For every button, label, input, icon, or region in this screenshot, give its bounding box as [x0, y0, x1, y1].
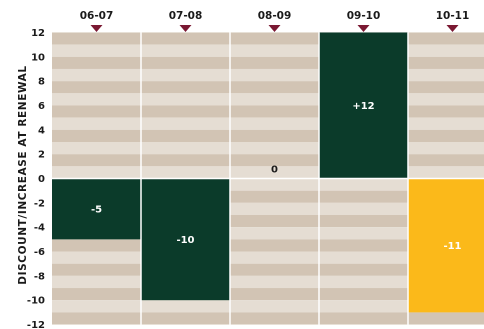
- data-labels: -5 -10 0 +12 -11: [91, 101, 462, 252]
- background-band: [52, 93, 484, 106]
- background-band: [52, 312, 484, 325]
- category-label: 06-07: [80, 10, 114, 22]
- y-tick-label: -10: [27, 296, 45, 307]
- bar-06-07: [52, 178, 141, 240]
- y-tick-label: 12: [31, 28, 45, 39]
- category-marker-icon: [357, 25, 370, 32]
- y-tick-label: -12: [27, 320, 45, 329]
- category-marker-icon: [268, 25, 281, 32]
- data-label: +12: [352, 101, 374, 112]
- y-tick-label: 8: [38, 77, 45, 88]
- y-tick-label: -6: [34, 247, 45, 258]
- category-marker-icon: [446, 25, 459, 32]
- background-band: [52, 117, 484, 130]
- bar-07-08: [141, 178, 230, 301]
- data-label: -11: [443, 241, 461, 252]
- y-axis-ticks: 12 10 8 6 4 2 0 -2 -4 -6 -8 -10 -12: [27, 28, 45, 329]
- y-tick-label: 6: [38, 101, 45, 112]
- y-axis-label: DISCOUNT/INCREASE AT RENEWAL: [17, 65, 29, 284]
- bars: [52, 32, 484, 313]
- background-band: [52, 129, 484, 142]
- category-labels: 06-07 07-08 08-09 09-10 10-11: [80, 10, 470, 32]
- y-tick-label: -2: [34, 198, 45, 209]
- background-band: [52, 300, 484, 313]
- background-band: [52, 154, 484, 167]
- y-tick-label: -8: [34, 271, 45, 282]
- y-tick-label: 10: [31, 52, 45, 63]
- background-band: [52, 141, 484, 155]
- background-band: [52, 56, 484, 69]
- y-tick-label: 0: [38, 174, 45, 185]
- category-label: 10-11: [436, 10, 470, 22]
- y-tick-label: -4: [34, 223, 45, 234]
- y-tick-label: 2: [38, 150, 45, 161]
- data-label: -5: [91, 204, 102, 215]
- background-band: [52, 68, 484, 82]
- background-band: [52, 81, 484, 94]
- category-label: 07-08: [169, 10, 203, 22]
- background-band: [52, 166, 484, 179]
- category-label: 09-10: [347, 10, 381, 22]
- bar-09-10: [319, 32, 408, 179]
- y-tick-label: 4: [38, 125, 45, 136]
- data-label: -10: [176, 235, 194, 246]
- data-label: 0: [271, 165, 278, 176]
- background-band: [52, 32, 484, 45]
- bar-10-11: [408, 178, 484, 313]
- category-marker-icon: [179, 25, 192, 32]
- category-marker-icon: [90, 25, 103, 32]
- category-label: 08-09: [258, 10, 292, 22]
- background-band: [52, 105, 484, 118]
- background-band: [52, 44, 484, 57]
